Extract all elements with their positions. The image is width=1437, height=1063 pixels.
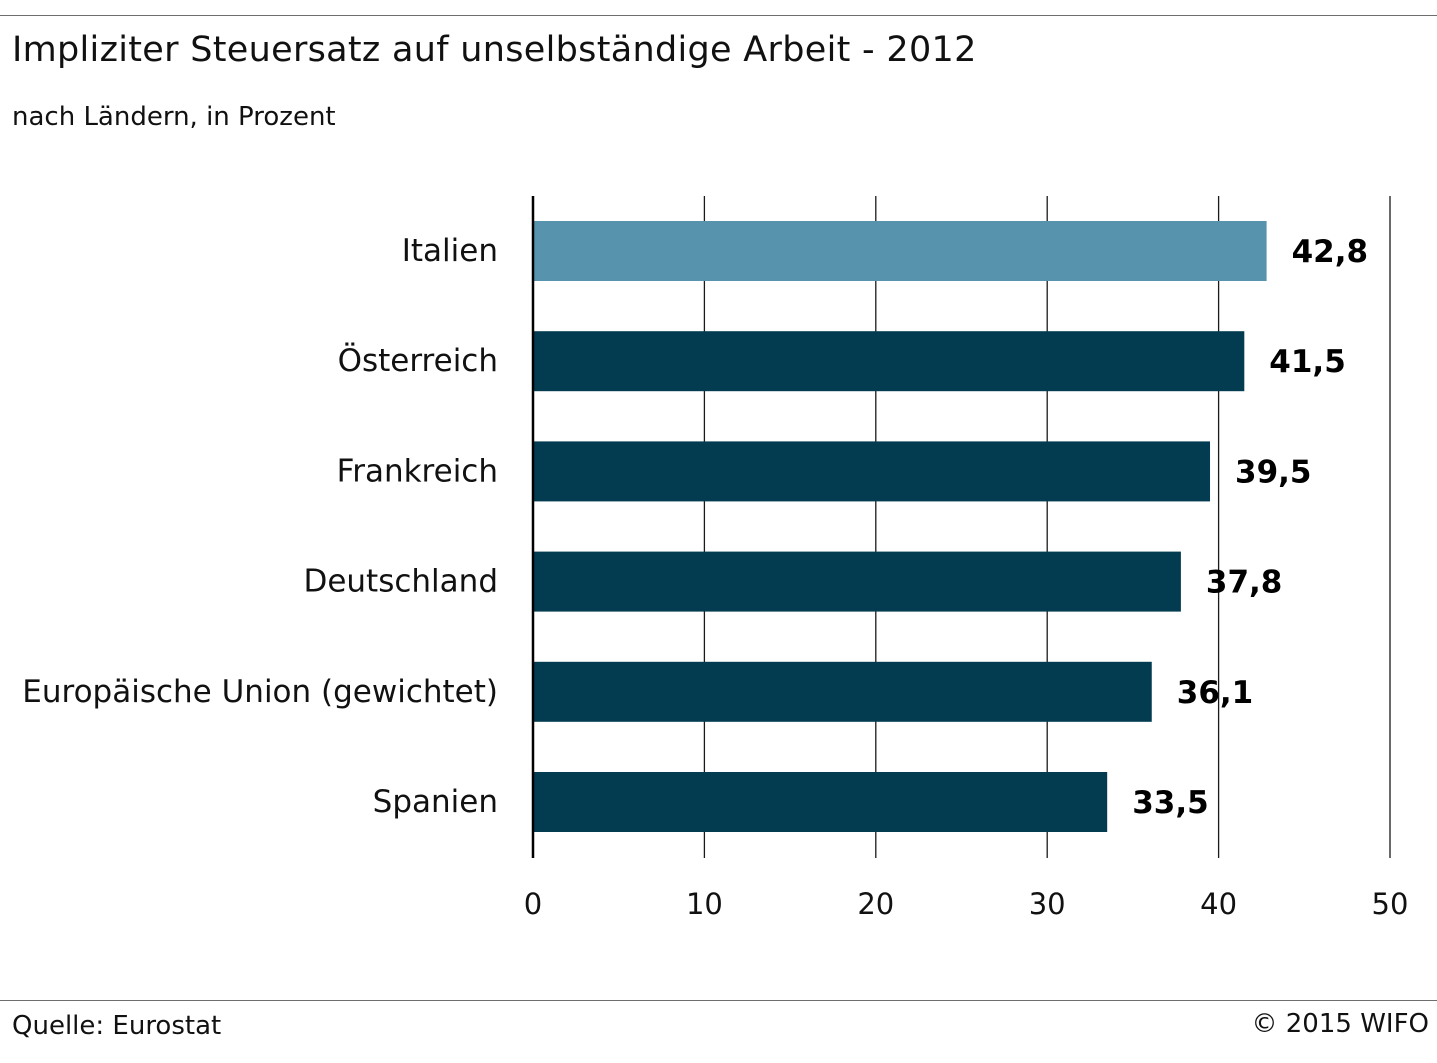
x-axis-ticks: 0 10 20 30 40 50	[524, 887, 1409, 921]
tick-label-20: 20	[857, 887, 894, 921]
category-label-5: Spanien	[373, 784, 498, 820]
category-label-3: Deutschland	[303, 564, 498, 600]
category-label-0: Italien	[402, 233, 498, 269]
chart-subtitle: nach Ländern, in Prozent	[12, 102, 336, 132]
value-label-4: 36,1	[1177, 675, 1254, 711]
category-label-4: Europäische Union (gewichtet)	[22, 674, 498, 710]
bar-1	[533, 331, 1245, 392]
category-labels: Italien Österreich Frankreich Deutschland Eu…	[22, 233, 498, 820]
value-label-5: 33,5	[1132, 785, 1209, 821]
bars	[533, 221, 1267, 832]
tick-label-30: 30	[1029, 887, 1066, 921]
chart-title: Impliziter Steuersatz auf unselbständige…	[12, 30, 977, 70]
tick-label-10: 10	[686, 887, 723, 921]
bar-0	[533, 221, 1267, 281]
value-label-3: 37,8	[1206, 565, 1283, 601]
value-label-2: 39,5	[1235, 454, 1312, 490]
tick-label-50: 50	[1372, 887, 1409, 921]
value-labels: 42,8 41,5 39,5 37,8 36,1 33,5	[1132, 234, 1368, 821]
source-note: Quelle: Eurostat	[12, 1011, 222, 1041]
tick-label-40: 40	[1200, 887, 1237, 921]
copyright-note: © 2015 WIFO	[1251, 1009, 1430, 1039]
tick-label-0: 0	[524, 887, 542, 921]
grid-lines	[703, 196, 1391, 858]
value-label-1: 41,5	[1269, 344, 1346, 380]
top-rule	[0, 15, 1437, 16]
category-label-2: Frankreich	[337, 453, 498, 489]
category-label-1: Österreich	[338, 342, 498, 379]
bar-5	[533, 772, 1108, 832]
bar-4	[533, 661, 1152, 722]
bar-chart: Italien Österreich Frankreich Deutschland Eu…	[22, 196, 1409, 921]
bottom-rule	[0, 1000, 1437, 1001]
bar-2	[533, 441, 1211, 502]
value-label-0: 42,8	[1292, 234, 1369, 270]
bar-3	[533, 551, 1181, 612]
